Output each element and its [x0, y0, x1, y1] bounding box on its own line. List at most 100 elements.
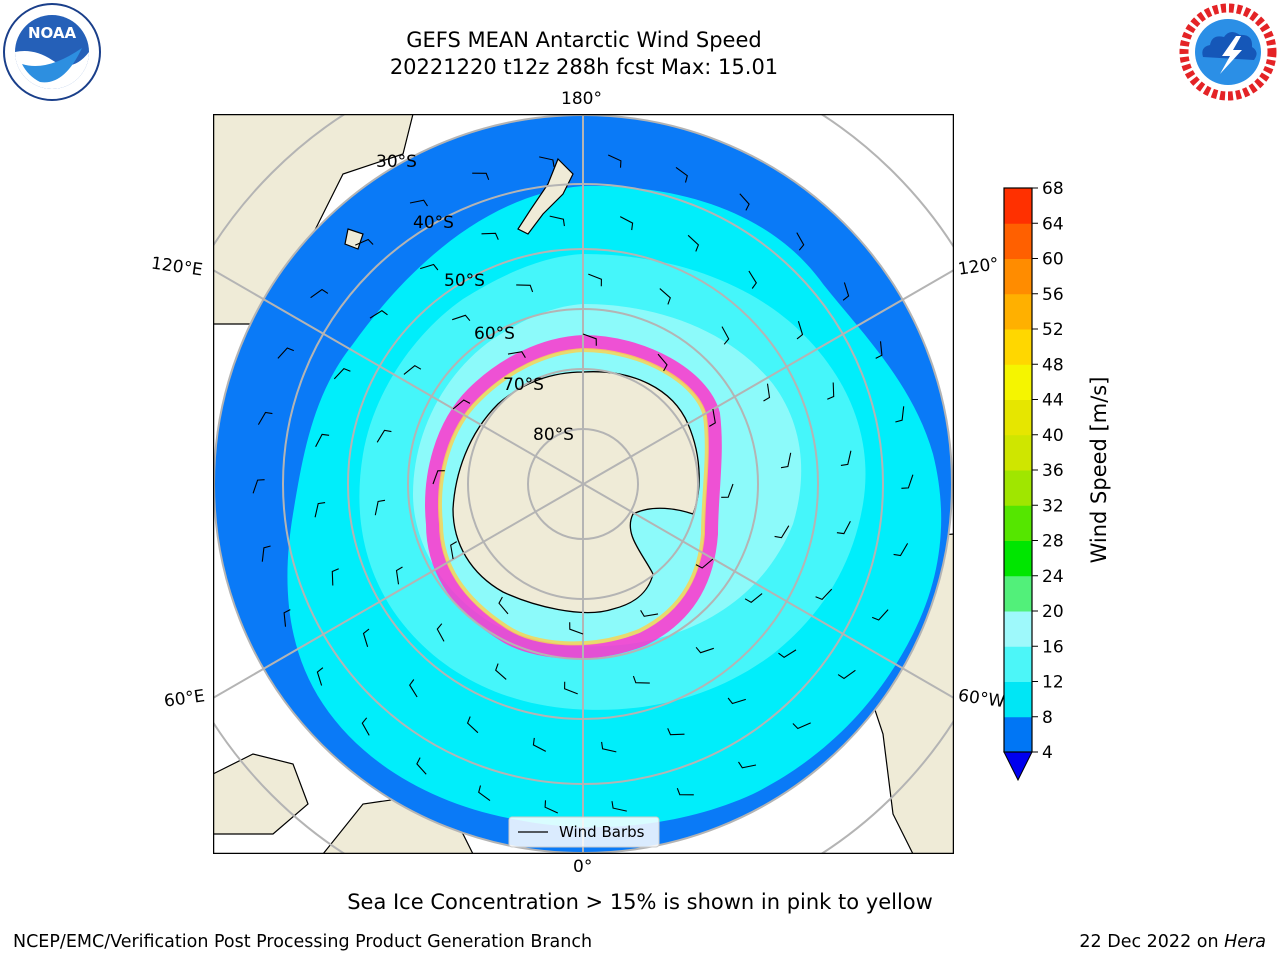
- wind-barb: [283, 609, 291, 627]
- wind-barb: [310, 288, 329, 299]
- wind-barb: [409, 679, 418, 698]
- wind-barb: [452, 314, 471, 322]
- wind-barb: [836, 520, 851, 535]
- wind-barb: [748, 270, 757, 289]
- wind-barb: [362, 628, 370, 647]
- colorbar-box: [1004, 188, 1032, 224]
- wind-barb: [871, 609, 889, 621]
- lat-label-70s: 70°S: [503, 375, 544, 395]
- colorbar-tick-label: 24: [1042, 567, 1064, 587]
- colorbar-box: [1004, 434, 1032, 471]
- wind-barb: [432, 470, 445, 485]
- wind-barb: [374, 499, 386, 516]
- wind-barb: [842, 282, 850, 301]
- nws-logo: [1179, 3, 1277, 101]
- chart-subtitle: 20221220 t12z 288h fcst Max: 15.01: [389, 55, 779, 79]
- wind-barb: [532, 737, 547, 752]
- wind-barb: [675, 166, 688, 183]
- wind-barb: [792, 722, 811, 730]
- colorbar-box: [1004, 258, 1032, 295]
- wind-barb: [564, 681, 578, 695]
- wind-barb: [774, 525, 790, 539]
- wind-barb: [472, 172, 490, 180]
- wind-barb: [369, 310, 388, 319]
- sea-ice-inner: [438, 347, 709, 646]
- wind-barb: [778, 649, 797, 658]
- wind-barb: [416, 757, 427, 775]
- wind-barb: [895, 406, 905, 423]
- wind-barbs: [252, 154, 914, 814]
- wind-barb: [901, 474, 914, 489]
- wind-barb: [588, 273, 602, 287]
- colorbar-boxes: [1004, 188, 1032, 753]
- wind-barb: [478, 785, 491, 802]
- lat-label-80s: 80°S: [533, 425, 574, 445]
- wind-barb: [601, 741, 617, 753]
- wind-barb: [544, 800, 559, 814]
- wind-barb: [763, 383, 771, 402]
- wind-barb: [709, 408, 716, 427]
- wind-barb: [315, 433, 330, 448]
- wind-barb: [739, 193, 750, 211]
- wind-barb: [607, 154, 622, 168]
- colorbar-box: [1004, 575, 1032, 612]
- colorbar-tick-label: 20: [1042, 602, 1064, 622]
- wind-barb: [495, 663, 507, 680]
- wind-barb: [695, 646, 714, 654]
- wind-barb: [257, 411, 273, 425]
- colorbar-tick-label: 36: [1042, 461, 1064, 481]
- credit-host: Hera: [1224, 932, 1266, 952]
- colorbar-box: [1004, 329, 1032, 365]
- wind-barb: [738, 761, 757, 769]
- credit-branch: NCEP/EMC/Verification Post Processing Pr…: [13, 932, 593, 952]
- wind-barb: [893, 543, 909, 557]
- colorbar-tick-label: 68: [1042, 179, 1064, 199]
- wind-barb: [640, 610, 659, 617]
- colorbar-tick-label: 12: [1042, 673, 1064, 693]
- wind-barb: [657, 353, 668, 372]
- colorbar-box: [1004, 293, 1032, 330]
- wind-barb: [314, 502, 326, 518]
- wind-barb: [837, 669, 856, 680]
- wind-barb: [516, 284, 534, 293]
- antarctica-land: [452, 371, 700, 614]
- wind-barb: [466, 716, 479, 734]
- wind-barb: [498, 596, 509, 615]
- colorbar-tick-label: 48: [1042, 355, 1064, 375]
- colorbar-box: [1004, 399, 1032, 436]
- wind-barb: [721, 483, 734, 498]
- lat-label-50s: 50°S: [444, 271, 485, 291]
- lon-label-top: 180°: [561, 89, 602, 109]
- wind-barb: [695, 558, 714, 569]
- wind-barb: [721, 326, 730, 345]
- wind-barb: [796, 321, 804, 340]
- colorbar: 68 64 60 56 52 48 44 40 36 32 28 24 20 16 12 8 4 Wind Sp…: [1003, 179, 1111, 782]
- lat-label-30s: 30°S: [376, 152, 417, 172]
- wind-barb: [744, 593, 763, 603]
- sea-ice-caption: Sea Ice Concentration > 15% is shown in …: [347, 890, 933, 914]
- colorbar-tick-label: 16: [1042, 637, 1064, 657]
- lon-label-left-upper: 120°E: [149, 253, 204, 281]
- map-legend: Wind Barbs: [508, 816, 660, 848]
- colorbar-box: [1004, 470, 1032, 506]
- credit-date-text: 22 Dec 2022 on: [1079, 932, 1219, 952]
- lat-label-60s: 60°S: [474, 324, 515, 344]
- credit-date: 22 Dec 2022 on Hera: [1079, 932, 1266, 952]
- colorbar-tick-label: 4: [1042, 743, 1053, 763]
- wind-barb: [395, 566, 403, 585]
- colorbar-ticks: 68 64 60 56 52 48 44 40 36 32 28 24 20 16 12 8 4: [1032, 179, 1064, 763]
- wind-barb: [539, 156, 555, 167]
- noaa-logo: NOAA: [3, 3, 101, 101]
- map-frame: Wind Barbs: [213, 114, 954, 854]
- lon-label-left-lower: 60°E: [162, 686, 207, 712]
- wind-barb: [582, 333, 597, 346]
- colorbar-tick-label: 32: [1042, 496, 1064, 516]
- wind-barb: [687, 234, 700, 252]
- wind-barb: [796, 232, 805, 251]
- wind-barb: [409, 199, 428, 207]
- chart-title: GEFS MEAN Antarctic Wind Speed: [406, 28, 762, 52]
- wind-barb: [403, 365, 422, 375]
- wind-barb: [676, 788, 694, 796]
- colorbar-box: [1004, 716, 1032, 753]
- colorbar-tick-label: 44: [1042, 391, 1064, 411]
